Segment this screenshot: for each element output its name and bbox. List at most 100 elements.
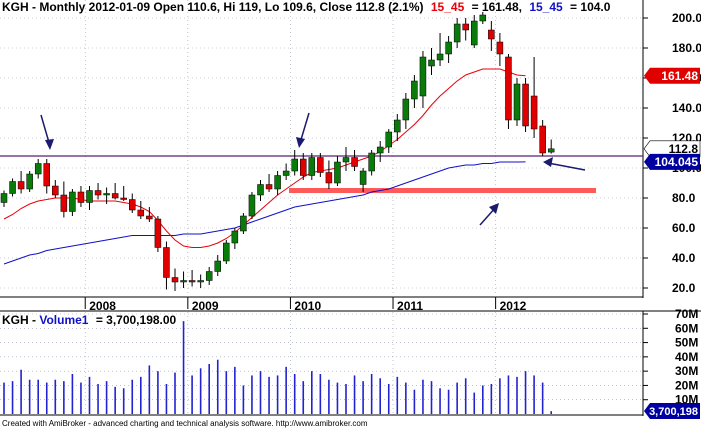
candle-body — [43, 163, 50, 187]
candle — [547, 139, 555, 154]
volume-value-tag-label: 3,700,198 — [649, 406, 698, 418]
volume-y-tick-label: 30M — [675, 364, 698, 378]
candle-body — [111, 193, 119, 199]
candle — [445, 36, 452, 63]
arrow-annotation-zone — [479, 203, 499, 226]
candle-body — [445, 41, 452, 55]
candle-body — [317, 157, 324, 173]
candle — [308, 153, 316, 180]
candle — [52, 180, 59, 198]
candle-body — [265, 184, 273, 190]
candle — [291, 150, 298, 176]
value-tag-box — [644, 153, 700, 170]
candle — [530, 57, 538, 138]
candle-body — [291, 158, 298, 172]
candle — [376, 141, 384, 162]
candle-body — [17, 181, 25, 190]
volume-y-tick-label: 40M — [675, 350, 698, 364]
candle — [325, 160, 333, 189]
candle-body — [180, 280, 187, 283]
candle — [77, 186, 85, 207]
candle-body — [419, 56, 427, 97]
candle-body — [334, 161, 341, 184]
candle — [488, 21, 495, 51]
candle — [479, 12, 487, 24]
volume-value-tag-box — [644, 403, 700, 419]
candle — [453, 18, 461, 48]
candle-body — [214, 260, 221, 272]
price-y-tick-label: 40.0 — [672, 251, 696, 265]
candle — [103, 187, 110, 204]
arrow-annotation-2009 — [296, 112, 310, 148]
candle — [0, 190, 8, 207]
footer-credit: Created with AmiBroker - advanced charti… — [2, 419, 368, 428]
price-x-tick-label: 2010 — [294, 299, 321, 313]
candle — [171, 268, 179, 291]
volume-y-tick-label: 60M — [675, 321, 698, 335]
candle-body — [359, 170, 367, 185]
candle — [351, 150, 358, 171]
candle-body — [52, 185, 59, 196]
candle-body — [257, 184, 264, 196]
arrow-annotation-2007 — [40, 114, 54, 150]
candle — [496, 33, 504, 66]
candle — [359, 168, 367, 192]
volume-value-tag: 3,700,198 — [644, 403, 700, 419]
candle-body — [86, 190, 93, 203]
candle-body — [282, 170, 290, 176]
candle — [317, 153, 324, 177]
price-y-tick-label: 180.0 — [672, 41, 701, 55]
price-y-tick-label: 140.0 — [672, 101, 701, 115]
price-y-tick-label: 20.0 — [672, 281, 696, 295]
candle-body — [513, 83, 521, 121]
candle-body — [120, 197, 127, 200]
candle-body — [26, 173, 33, 190]
price-pane-title: KGH - Monthly 2012-01-09 Open 110.6, Hi … — [2, 0, 611, 14]
candle — [265, 174, 273, 192]
candle-body — [308, 157, 316, 176]
candle — [428, 48, 435, 75]
volume-bar-series — [3, 321, 553, 414]
candle — [257, 180, 264, 201]
price-y-tick-label: 200.0 — [672, 11, 701, 25]
candle — [334, 156, 341, 186]
candle-body — [539, 125, 546, 154]
candle-body — [530, 95, 538, 130]
candle-body — [488, 29, 495, 40]
volume-y-tick-label: 20M — [675, 378, 698, 392]
candle — [146, 207, 153, 222]
candle — [129, 193, 136, 213]
candle-body — [325, 172, 333, 184]
candlestick-series — [0, 12, 555, 291]
price-x-tick-label: 2011 — [397, 299, 423, 313]
resistance-zone-band — [289, 188, 596, 193]
candle-body — [129, 199, 136, 211]
candle-body — [0, 193, 8, 203]
candle — [43, 159, 50, 194]
price-x-tick-label: 2012 — [500, 299, 527, 313]
candle-body — [146, 215, 153, 220]
candle — [402, 93, 410, 129]
candle — [240, 213, 247, 234]
volume-y-tick-label: 70M — [675, 307, 698, 321]
candle — [197, 274, 204, 288]
price-x-tick-label: 2008 — [89, 299, 116, 313]
candle — [436, 33, 444, 66]
candle — [94, 183, 102, 200]
candle — [60, 181, 68, 218]
candle-body — [300, 158, 307, 176]
candle-body — [171, 277, 179, 283]
candle — [385, 129, 392, 153]
candle-body — [479, 14, 487, 22]
price-x-tick-label: 2009 — [192, 299, 219, 313]
candle-body — [453, 23, 461, 43]
candle-body — [394, 119, 401, 133]
candle-body — [231, 230, 239, 244]
candle-body — [471, 20, 478, 46]
value-tag-box — [644, 67, 700, 84]
candle-body — [496, 41, 504, 55]
candle-body — [402, 98, 410, 121]
